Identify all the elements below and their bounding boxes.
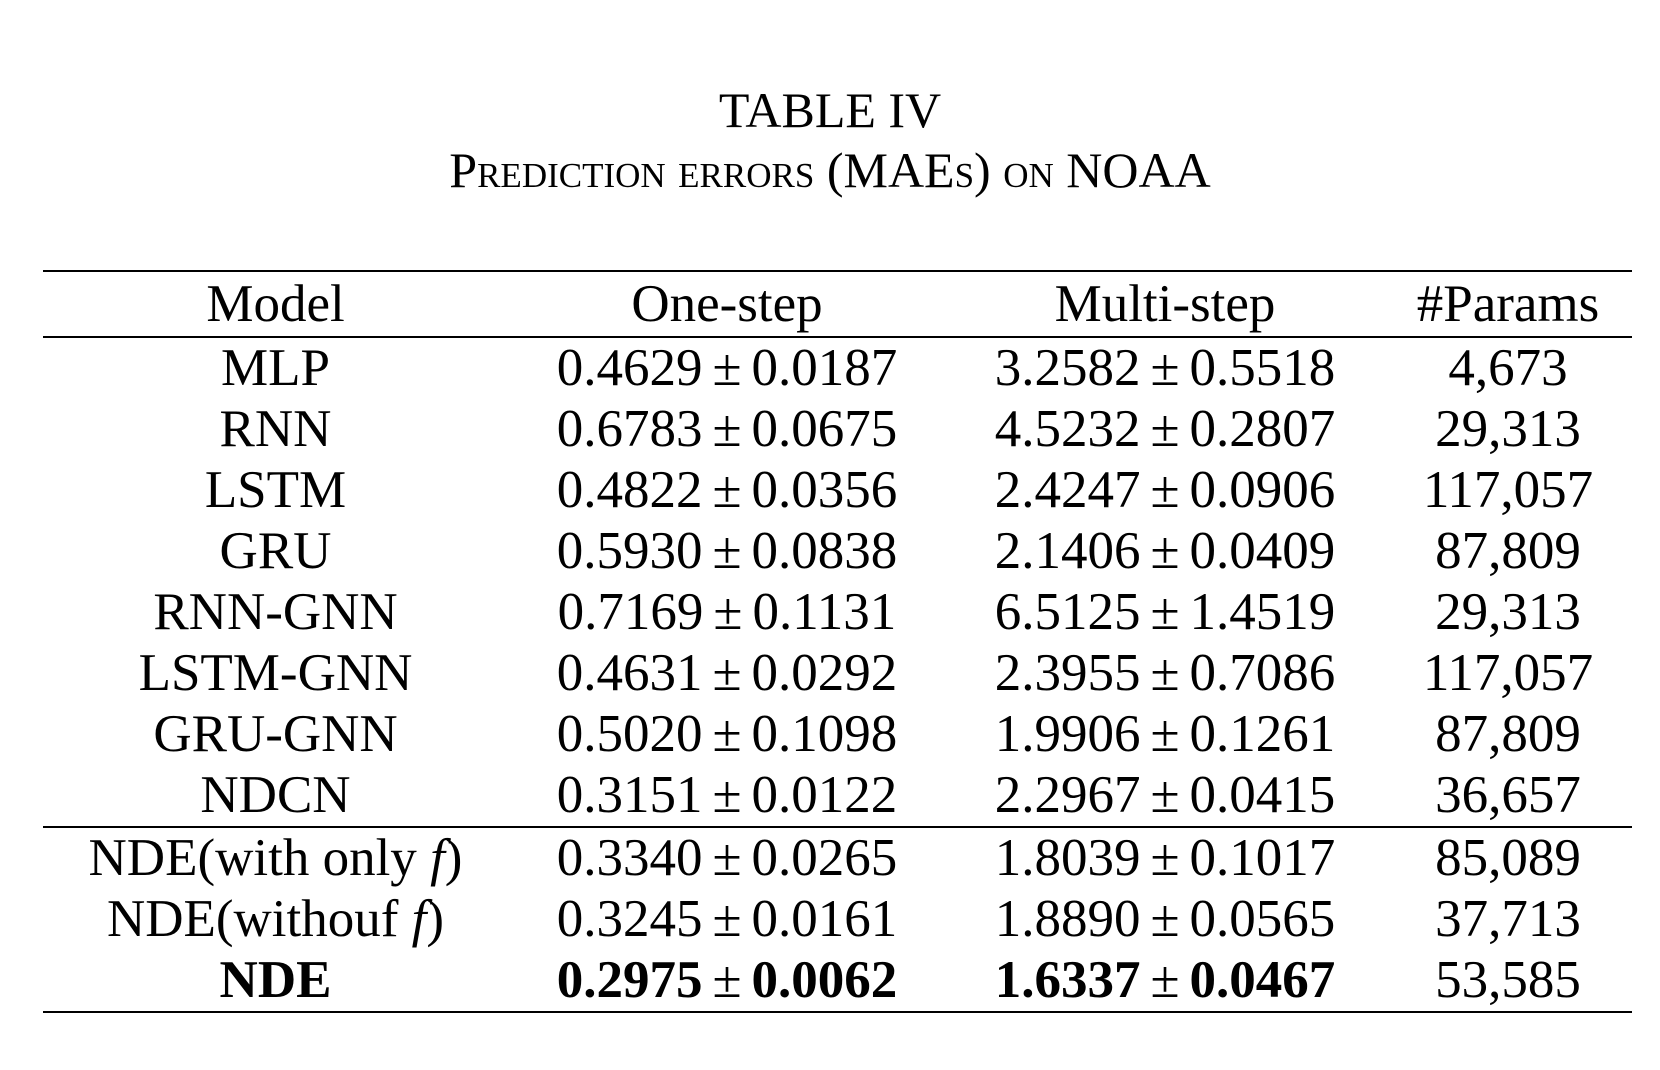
model-cell: GRU	[219, 522, 332, 580]
table-body: MLP 0.4629 ±0.0187 3.2582 ±0.5518 4,673 RN…	[43, 337, 1632, 1013]
results-table: Model One-step Multi-step #Params MLP 0.…	[43, 270, 1632, 1013]
model-cell: MLP	[221, 339, 330, 397]
model-cell: NDE	[43, 950, 508, 1013]
multi-step-cell: 2.2967 ±0.0415	[994, 766, 1336, 824]
params-cell: 117,057	[1422, 644, 1594, 702]
model-cell: GRU-GNN	[153, 705, 398, 763]
one-step-cell: 0.4629 ±0.0187	[556, 339, 898, 397]
table-row: MLP 0.4629 ±0.0187 3.2582 ±0.5518 4,673	[43, 337, 1632, 399]
params-cell: 37,713	[1435, 890, 1581, 948]
one-step-cell: 0.6783 ±0.0675	[556, 400, 898, 458]
one-step-cell: 0.5020 ±0.1098	[556, 705, 898, 763]
params-cell: 87,809	[1435, 705, 1581, 763]
model-cell: NDE(withouf f)	[106, 890, 445, 948]
multi-step-cell: 4.5232 ±0.2807	[994, 400, 1336, 458]
one-step-cell: 0.3151 ±0.0122	[556, 766, 898, 824]
params-cell: 85,089	[1384, 826, 1632, 889]
params-cell: 4,673	[1448, 339, 1568, 397]
multi-step-cell: 6.5125 ±1.4519	[994, 583, 1336, 641]
multi-step-cell: 2.3955 ±0.7086	[994, 644, 1336, 702]
table-row-best: NDE 0.2975 ±0.0062 1.6337 ±0.0467 53,585	[43, 950, 1632, 1013]
params-cell: 117,057	[1422, 461, 1594, 519]
table-row: RNN 0.6783 ±0.0675 4.5232 ±0.2807 29,313	[43, 399, 1632, 460]
table-row: NDE(with only f) 0.3340 ±0.0265 1.8039 ±0.…	[43, 826, 1632, 889]
results-table-container: Model One-step Multi-step #Params MLP 0.…	[43, 270, 1632, 1013]
multi-step-cell: 1.6337 ±0.0467	[946, 950, 1384, 1013]
model-cell: LSTM-GNN	[138, 644, 413, 702]
model-cell: LSTM	[204, 461, 347, 519]
table-row: RNN-GNN 0.7169 ±0.1131 6.5125 ±1.4519 29,3…	[43, 582, 1632, 643]
table-row: LSTM-GNN 0.4631 ±0.0292 2.3955 ±0.7086 117…	[43, 643, 1632, 704]
header-model: Model	[43, 270, 508, 338]
model-cell: RNN	[219, 400, 332, 458]
model-cell: NDCN	[200, 766, 351, 824]
multi-step-cell: 1.8039 ±0.1017	[946, 826, 1384, 889]
one-step-cell: 0.3340 ±0.0265	[508, 826, 946, 889]
table-title: Prediction errors (MAEs) on NOAA	[449, 142, 1211, 198]
params-cell: 29,313	[1435, 400, 1581, 458]
one-step-cell: 0.4631 ±0.0292	[556, 644, 898, 702]
multi-step-cell: 2.1406 ±0.0409	[994, 522, 1336, 580]
table-row: GRU 0.5930 ±0.0838 2.1406 ±0.0409 87,809	[43, 521, 1632, 582]
one-step-cell: 0.3245 ±0.0161	[556, 890, 898, 948]
model-cell: RNN-GNN	[153, 583, 398, 641]
multi-step-cell: 3.2582 ±0.5518	[994, 339, 1336, 397]
params-cell: 36,657	[1435, 766, 1581, 824]
table-number: TABLE IV	[718, 82, 942, 138]
multi-step-cell: 2.4247 ±0.0906	[994, 461, 1336, 519]
table-row: LSTM 0.4822 ±0.0356 2.4247 ±0.0906 117,057	[43, 460, 1632, 521]
table-header-row: Model One-step Multi-step #Params	[43, 270, 1632, 338]
params-cell: 29,313	[1435, 583, 1581, 641]
header-multi-step: Multi-step	[946, 270, 1384, 338]
table-row: GRU-GNN 0.5020 ±0.1098 1.9906 ±0.1261 87,8…	[43, 704, 1632, 765]
multi-step-cell: 1.8890 ±0.0565	[994, 890, 1336, 948]
header-one-step: One-step	[508, 270, 946, 338]
table-row: NDE(withouf f) 0.3245 ±0.0161 1.8890 ±0.05…	[43, 889, 1632, 950]
header-params: #Params	[1384, 270, 1632, 338]
model-cell: NDE(with only f)	[43, 826, 508, 889]
one-step-cell: 0.5930 ±0.0838	[556, 522, 898, 580]
multi-step-cell: 1.9906 ±0.1261	[994, 705, 1336, 763]
one-step-cell: 0.2975 ±0.0062	[508, 950, 946, 1013]
one-step-cell: 0.4822 ±0.0356	[556, 461, 898, 519]
params-cell: 87,809	[1435, 522, 1581, 580]
one-step-cell: 0.7169 ±0.1131	[557, 583, 897, 641]
table-row: NDCN 0.3151 ±0.0122 2.2967 ±0.0415 36,657	[43, 765, 1632, 827]
params-cell: 53,585	[1384, 950, 1632, 1013]
